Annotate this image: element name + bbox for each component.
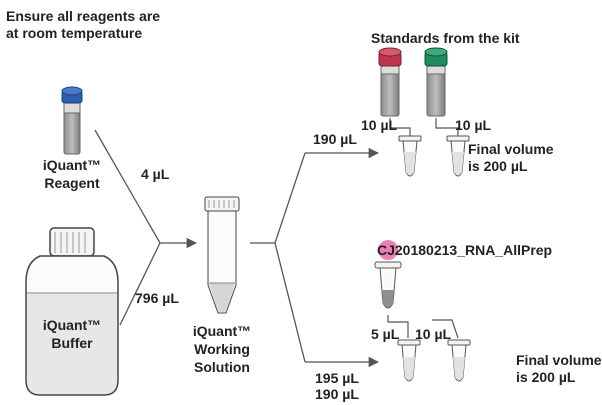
- sample-2-small-tube-icon: [447, 339, 471, 382]
- standards-title: Standards from the kit: [371, 30, 520, 46]
- merge-lines: [94, 129, 198, 326]
- split-lines: [250, 147, 380, 368]
- buffer-label-2: Buffer: [51, 335, 93, 351]
- sample-name: CJ20180213_RNA_AllPrep: [377, 242, 553, 258]
- sample-transfer-lines: [387, 315, 459, 339]
- standard-2-small-tube-icon: [446, 135, 470, 177]
- standard-1-volume: 10 µL: [361, 117, 398, 133]
- reagent-label-2: Reagent: [44, 175, 100, 191]
- sample-2-volume: 10 µL: [415, 326, 452, 342]
- standards-volume: 190 µL: [313, 131, 357, 147]
- working-solution-label-1: iQuant™: [192, 323, 252, 339]
- sample-final-volume-1: Final volume: [516, 352, 602, 368]
- reagent-tube-icon: [61, 86, 83, 155]
- buffer-volume: 796 µL: [135, 290, 179, 306]
- note-line-2: at room temperature: [6, 25, 143, 41]
- sample-tube-icon: [374, 240, 402, 309]
- working-solution-label-3: Solution: [194, 359, 250, 375]
- standards-final-volume-2: is 200 µL: [468, 158, 528, 174]
- standards-transfer-lines: [389, 118, 459, 138]
- standard-red-tube-icon: [378, 47, 402, 117]
- standard-2-volume: 10 µL: [455, 117, 492, 133]
- bottom-volume-1: 195 µL: [315, 370, 359, 386]
- sample-small-tube-icon: [397, 339, 421, 382]
- standard-1-small-tube-icon: [398, 135, 422, 177]
- reagent-label-1: iQuant™: [42, 157, 102, 173]
- buffer-label-1: iQuant™: [42, 317, 102, 333]
- reagent-volume: 4 µL: [141, 166, 170, 182]
- working-solution-label-2: Working: [194, 341, 250, 357]
- standards-final-volume-1: Final volume: [468, 141, 554, 157]
- buffer-bottle-icon: [25, 227, 119, 396]
- note-line-1: Ensure all reagents are: [6, 8, 161, 24]
- sample-final-volume-2: is 200 µL: [516, 369, 576, 385]
- working-solution-tube-icon: [204, 196, 240, 314]
- bottom-volume-2: 190 µL: [315, 386, 359, 402]
- standard-green-tube-icon: [424, 47, 448, 117]
- sample-volume: 5 µL: [371, 326, 400, 342]
